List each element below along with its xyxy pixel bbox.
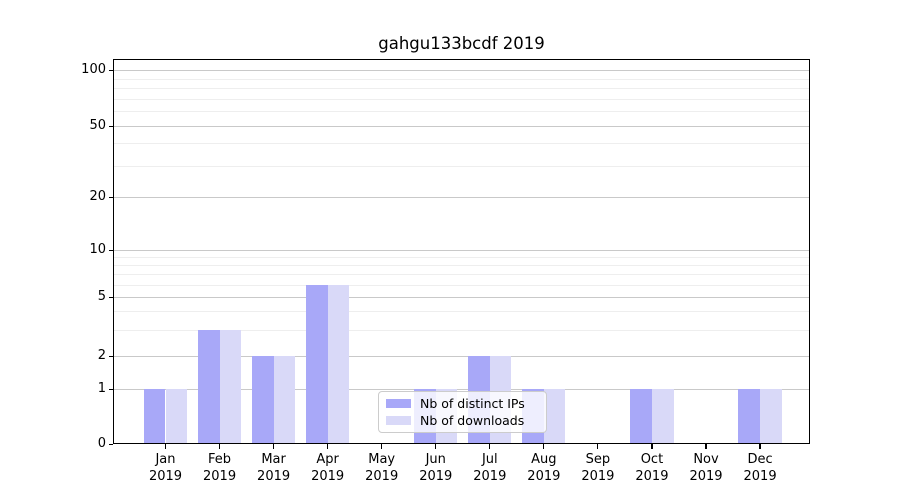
x-tick-mark [651,444,653,449]
x-tick-mark [273,444,275,449]
gridline-minor [114,111,809,113]
x-tick-mark [705,444,707,449]
x-axis-tick-label: Dec 2019 [743,452,777,484]
bar-distinct-ips [252,356,274,444]
y-axis-tick-label: 50 [89,118,106,133]
legend-entry-downloads: Nb of downloads [386,412,546,428]
y-tick-mark [108,443,113,445]
y-axis-tick-label: 2 [97,348,106,363]
x-axis-tick-label: Jan 2019 [148,452,183,484]
bar-distinct-ips [306,284,328,444]
gridline-minor [114,284,809,286]
gridline-major [114,250,809,251]
bar-downloads [273,356,296,444]
x-axis-tick-label: Aug 2019 [527,452,561,484]
gridline-minor [114,311,809,313]
y-tick-mark [108,249,113,251]
x-tick-mark [164,444,167,449]
y-axis-tick-label: 1 [97,381,106,396]
legend-entry-distinct-ips: Nb of distinct IPs [386,395,546,411]
bar-downloads [760,389,782,444]
gridline-major [114,356,809,357]
bar-downloads [165,389,188,444]
x-tick-mark [759,444,761,449]
x-axis-tick-label: Apr 2019 [311,452,345,484]
gridline-major [114,197,809,198]
gridline-minor [114,88,809,90]
x-tick-mark [218,444,221,449]
bar-distinct-ips [630,389,652,444]
legend: Nb of distinct IPs Nb of downloads [378,391,547,433]
x-axis-tick-label: Jul 2019 [473,452,507,484]
x-tick-mark [435,444,437,449]
x-tick-mark [597,444,599,449]
bar-downloads [219,329,242,444]
y-tick-mark [108,196,113,198]
gridline-minor [114,78,809,80]
gridline-minor [114,98,809,100]
gridline-minor [114,329,809,331]
gridline-minor [114,257,809,259]
y-axis-tick-label: 100 [81,62,106,77]
gridline-major [114,126,809,127]
bar-downloads [651,389,674,444]
gridline-major [114,389,809,390]
legend-label-downloads: Nb of downloads [420,412,525,428]
gridline-minor [114,165,809,167]
bar-distinct-ips [738,389,761,444]
x-axis-tick-label: Mar 2019 [257,452,291,484]
gridline-minor [114,274,809,276]
y-axis-tick-label: 5 [97,289,106,304]
gridline-major [114,70,809,71]
x-tick-mark [381,444,383,449]
x-axis-tick-label: Oct 2019 [635,452,669,484]
y-tick-mark [108,388,113,390]
x-axis-tick-label: Feb 2019 [203,452,237,484]
bar-distinct-ips [197,329,220,444]
bar-distinct-ips [143,389,166,444]
x-tick-mark [543,444,545,449]
bar-downloads [327,284,350,444]
y-tick-mark [108,125,113,127]
legend-swatch-downloads [386,416,411,425]
y-tick-mark [108,69,113,71]
y-axis-tick-label: 10 [89,242,106,257]
x-axis-tick-label: May 2019 [365,452,399,484]
x-axis-tick-label: Nov 2019 [689,452,723,484]
gridline-minor [114,265,809,267]
legend-swatch-distinct-ips [386,399,411,408]
y-axis-tick-label: 20 [89,189,106,204]
x-axis-tick-label: Sep 2019 [581,452,615,484]
chart-title: gahgu133bcdf 2019 [378,34,545,53]
x-axis-tick-label: Jun 2019 [419,452,453,484]
bar-downloads [543,389,566,444]
x-tick-mark [489,444,491,449]
y-tick-mark [108,296,113,298]
y-axis-tick-label: 0 [97,436,106,451]
legend-label-distinct-ips: Nb of distinct IPs [420,395,525,411]
gridline-minor [114,143,809,145]
gridline-major [114,297,809,298]
x-tick-mark [327,444,329,449]
y-tick-mark [108,355,113,357]
